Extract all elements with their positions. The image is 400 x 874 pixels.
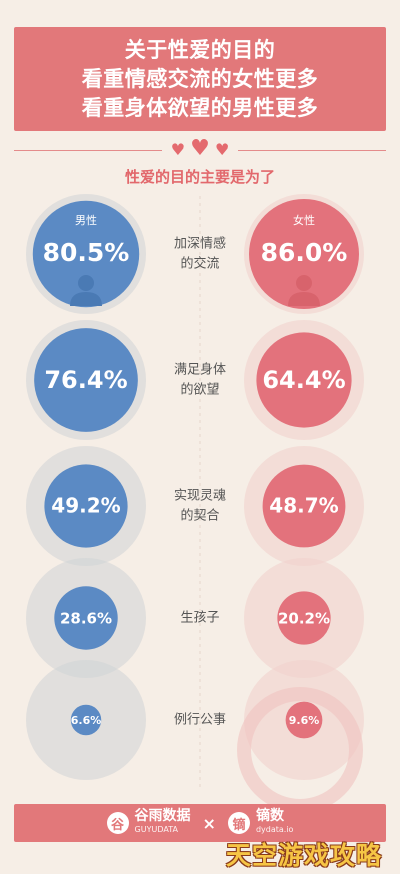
male-person-body-icon <box>70 292 102 306</box>
brand-dydata-name: 镝数 <box>255 808 284 824</box>
female-bubble <box>256 332 352 428</box>
male-value-label: 76.4% <box>44 366 127 394</box>
brand-dydata-sub: dydata.io <box>255 825 294 834</box>
male-bubble <box>54 586 118 650</box>
female-person-body-icon <box>288 292 320 306</box>
male-bubble <box>44 464 128 548</box>
brand-guyu-name: 谷雨数据 <box>134 808 191 824</box>
category-label: 的欲望 <box>180 382 219 398</box>
female-bubble <box>262 464 346 548</box>
female-person-icon <box>296 275 312 291</box>
header-line-2: 看重情感交流的女性更多 <box>81 66 319 91</box>
divider-left <box>14 150 162 151</box>
header-banner: 关于性爱的目的 看重情感交流的女性更多 看重身体欲望的男性更多 <box>14 27 386 131</box>
hearts-decoration: ♥ ♥ ♥ <box>0 138 400 161</box>
guyu-logo-icon: 谷 <box>106 812 129 834</box>
female-bubble <box>285 701 323 739</box>
dydata-logo-icon: 镝 <box>227 812 250 834</box>
chart-title: 性爱的目的主要是为了 <box>124 168 275 186</box>
female-value-label: 86.0% <box>261 238 348 267</box>
category-label: 实现灵魂 <box>174 488 226 504</box>
male-value-label: 28.6% <box>60 610 112 628</box>
male-value-label: 49.2% <box>51 494 120 518</box>
watermark: 天空游戏攻略 <box>226 841 383 870</box>
category-label: 满足身体 <box>174 362 226 378</box>
brand-guyu-sub: GUYUDATA <box>134 825 178 834</box>
footer-banner: 谷 谷雨数据 GUYUDATA × 镝 镝数 dydata.io <box>14 804 386 842</box>
divider-right <box>238 150 386 151</box>
female-value-label: 64.4% <box>262 366 345 394</box>
category-label: 例行公事 <box>174 713 226 728</box>
female-bubble <box>277 591 331 645</box>
brand-separator: × <box>202 813 216 833</box>
heart-icon: ♥ <box>214 140 230 159</box>
male-value-label: 80.5% <box>43 238 130 267</box>
male-person-icon <box>78 275 94 291</box>
female-value-label: 20.2% <box>278 610 330 628</box>
header-line-1: 关于性爱的目的 <box>124 37 276 62</box>
heart-icon: ♥ <box>190 136 210 161</box>
male-bubble <box>32 200 140 308</box>
male-bubble <box>70 704 102 736</box>
brand-dydata: 镝 镝数 dydata.io <box>227 808 294 836</box>
series-label-female: 女性 <box>293 213 315 227</box>
female-value-label: 9.6% <box>289 714 320 727</box>
category-label: 加深情感 <box>174 236 226 252</box>
category-label: 的交流 <box>180 256 219 272</box>
brand-guyu: 谷 谷雨数据 GUYUDATA <box>106 808 191 836</box>
category-label: 的契合 <box>180 508 219 524</box>
category-label: 生孩子 <box>180 611 219 626</box>
header-line-3: 看重身体欲望的男性更多 <box>81 95 319 120</box>
male-value-label: 6.6% <box>71 714 102 727</box>
heart-icon: ♥ <box>170 140 186 159</box>
female-bubble <box>249 199 359 309</box>
female-value-label: 48.7% <box>269 494 338 518</box>
series-label-male: 男性 <box>75 213 97 227</box>
male-bubble <box>34 328 138 432</box>
